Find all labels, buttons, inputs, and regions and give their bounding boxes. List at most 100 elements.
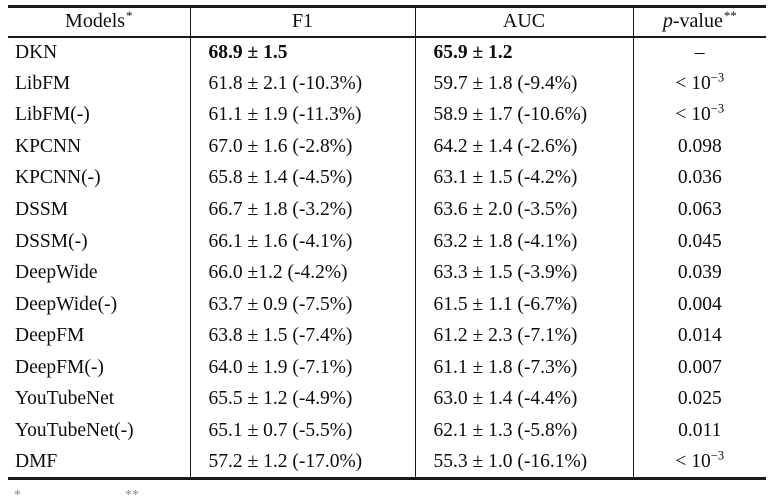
p-value-cell: 0.007 — [632, 351, 766, 384]
model-name: DKN — [15, 41, 58, 63]
f1-value: 68.9 ± 1.5 — [189, 36, 415, 69]
column-header-auc: AUC — [414, 6, 633, 37]
f1-value: 66.1 ± 1.6 (-4.1%) — [189, 225, 415, 258]
f1-value: 65.8 ± 1.4 (-4.5%) — [189, 162, 415, 195]
f1-value: 64.0 ± 1.9 (-7.1%) — [189, 351, 415, 384]
auc-value: 63.1 ± 1.5 (-4.2%) — [414, 162, 633, 195]
p-value-cell: 0.039 — [632, 257, 766, 289]
auc-value: 63.2 ± 1.8 (-4.1%) — [414, 225, 633, 258]
models-footnote-marker: * — [126, 8, 133, 23]
footnote-marker-double: ** — [125, 489, 139, 497]
p-value-cell: 0.098 — [632, 131, 766, 163]
p-value-exponent: −3 — [710, 101, 725, 116]
model-name: DeepWide(-) — [15, 293, 118, 315]
table-row: DeepFM 63.8 ± 1.5 (-7.4%) 61.2 ± 2.3 (-7… — [8, 320, 766, 352]
auc-value: 64.2 ± 1.4 (-2.6%) — [414, 131, 633, 163]
footnote-fragment: * ** — [8, 489, 748, 497]
f1-value: 65.1 ± 0.7 (-5.5%) — [189, 415, 415, 447]
column-header-pvalue: p-value** — [632, 6, 766, 37]
p-value-text: < 10 — [675, 104, 711, 126]
auc-value: 65.9 ± 1.2 — [414, 36, 633, 69]
auc-value: 63.3 ± 1.5 (-3.9%) — [414, 257, 633, 289]
table-row: YouTubeNet(-) 65.1 ± 0.7 (-5.5%) 62.1 ± … — [8, 415, 766, 447]
header-row: Models* F1 AUC p-value** — [8, 6, 766, 37]
auc-value: 63.6 ± 2.0 (-3.5%) — [414, 194, 633, 226]
f1-value: 65.5 ± 1.2 (-4.9%) — [189, 383, 415, 416]
f1-value: 66.7 ± 1.8 (-3.2%) — [189, 194, 415, 226]
p-value-text: 0.025 — [677, 388, 722, 410]
p-value-cell: 0.036 — [632, 162, 766, 195]
pvalue-header-rest: -value — [672, 10, 723, 33]
p-value-cell: 0.025 — [632, 383, 766, 416]
table-row: LibFM(-) 61.1 ± 1.9 (-11.3%) 58.9 ± 1.7 … — [8, 99, 766, 132]
auc-value: 55.3 ± 1.0 (-16.1%) — [414, 446, 633, 479]
model-name: KPCNN — [15, 135, 82, 157]
p-value-cell: 0.011 — [632, 415, 766, 447]
table-row: DSSM(-) 66.1 ± 1.6 (-4.1%) 63.2 ± 1.8 (-… — [8, 225, 766, 258]
auc-value: 58.9 ± 1.7 (-10.6%) — [414, 99, 633, 132]
model-name: DMF — [15, 450, 58, 472]
f1-value: 66.0 ±1.2 (-4.2%) — [189, 257, 415, 289]
model-name: DeepFM — [15, 325, 85, 347]
results-table: Models* F1 AUC p-value** DKN 68.9 ± 1.5 … — [8, 5, 766, 480]
p-value-text: < 10 — [675, 450, 711, 472]
table-row: DMF 57.2 ± 1.2 (-17.0%) 55.3 ± 1.0 (-16.… — [8, 446, 766, 479]
p-value-cell: < 10−3 — [632, 68, 766, 100]
models-header-label: Models — [65, 10, 126, 33]
results-table-container: Models* F1 AUC p-value** DKN 68.9 ± 1.5 … — [8, 5, 766, 480]
p-value-text: 0.039 — [677, 262, 722, 284]
p-value-cell: 0.014 — [632, 320, 766, 352]
model-name: DeepWide — [15, 262, 98, 284]
p-value-text: 0.007 — [677, 356, 722, 378]
table-row: KPCNN(-) 65.8 ± 1.4 (-4.5%) 63.1 ± 1.5 (… — [8, 162, 766, 195]
auc-value: 63.0 ± 1.4 (-4.4%) — [414, 383, 633, 416]
column-header-f1: F1 — [189, 6, 415, 37]
p-value-cell: 0.004 — [632, 288, 766, 321]
p-value-cell: 0.063 — [632, 194, 766, 226]
f1-value: 61.8 ± 2.1 (-10.3%) — [189, 68, 415, 100]
auc-value: 61.2 ± 2.3 (-7.1%) — [414, 320, 633, 352]
table-row: YouTubeNet 65.5 ± 1.2 (-4.9%) 63.0 ± 1.4… — [8, 383, 766, 416]
p-value-text: 0.045 — [677, 230, 722, 252]
f1-value: 67.0 ± 1.6 (-2.8%) — [189, 131, 415, 163]
auc-value: 61.1 ± 1.8 (-7.3%) — [414, 351, 633, 384]
model-name: DeepFM(-) — [15, 356, 104, 378]
table-row: DKN 68.9 ± 1.5 65.9 ± 1.2 – — [8, 36, 766, 69]
model-name: KPCNN(-) — [15, 167, 101, 189]
model-name: YouTubeNet(-) — [15, 419, 134, 441]
model-name: YouTubeNet — [15, 388, 115, 410]
p-value-text: 0.014 — [677, 325, 722, 347]
p-value-cell: 0.045 — [632, 225, 766, 258]
p-value-text: 0.011 — [678, 419, 722, 441]
table-row: KPCNN 67.0 ± 1.6 (-2.8%) 64.2 ± 1.4 (-2.… — [8, 131, 766, 163]
p-value-text: – — [694, 41, 705, 63]
auc-value: 59.7 ± 1.8 (-9.4%) — [414, 68, 633, 100]
p-value-text: < 10 — [675, 72, 711, 94]
pvalue-footnote-marker: ** — [723, 8, 737, 23]
model-name: DSSM(-) — [15, 230, 88, 252]
f1-value: 61.1 ± 1.9 (-11.3%) — [189, 99, 415, 132]
table-row: DeepWide 66.0 ±1.2 (-4.2%) 63.3 ± 1.5 (-… — [8, 257, 766, 289]
p-value-exponent: −3 — [710, 448, 725, 463]
model-name: LibFM — [15, 72, 71, 94]
f1-value: 63.8 ± 1.5 (-7.4%) — [189, 320, 415, 352]
footnote-marker-single: * — [14, 489, 21, 497]
table-row: LibFM 61.8 ± 2.1 (-10.3%) 59.7 ± 1.8 (-9… — [8, 68, 766, 100]
p-value-cell: < 10−3 — [632, 99, 766, 132]
model-name: DSSM — [15, 199, 69, 220]
p-value-text: 0.004 — [677, 293, 722, 315]
p-value-text: 0.063 — [677, 199, 722, 220]
p-value-exponent: −3 — [710, 70, 725, 85]
table-row: DeepFM(-) 64.0 ± 1.9 (-7.1%) 61.1 ± 1.8 … — [8, 351, 766, 384]
column-header-models: Models* — [8, 7, 190, 37]
table-row: DeepWide(-) 63.7 ± 0.9 (-7.5%) 61.5 ± 1.… — [8, 288, 766, 321]
model-name: LibFM(-) — [15, 104, 90, 126]
auc-value: 62.1 ± 1.3 (-5.8%) — [414, 415, 633, 447]
pvalue-header-italic-p: p — [662, 10, 673, 33]
auc-value: 61.5 ± 1.1 (-6.7%) — [414, 288, 633, 321]
p-value-text: 0.098 — [677, 135, 722, 157]
p-value-cell: < 10−3 — [632, 446, 766, 479]
f1-value: 63.7 ± 0.9 (-7.5%) — [189, 288, 415, 321]
p-value-text: 0.036 — [677, 167, 722, 189]
f1-value: 57.2 ± 1.2 (-17.0%) — [189, 446, 415, 479]
